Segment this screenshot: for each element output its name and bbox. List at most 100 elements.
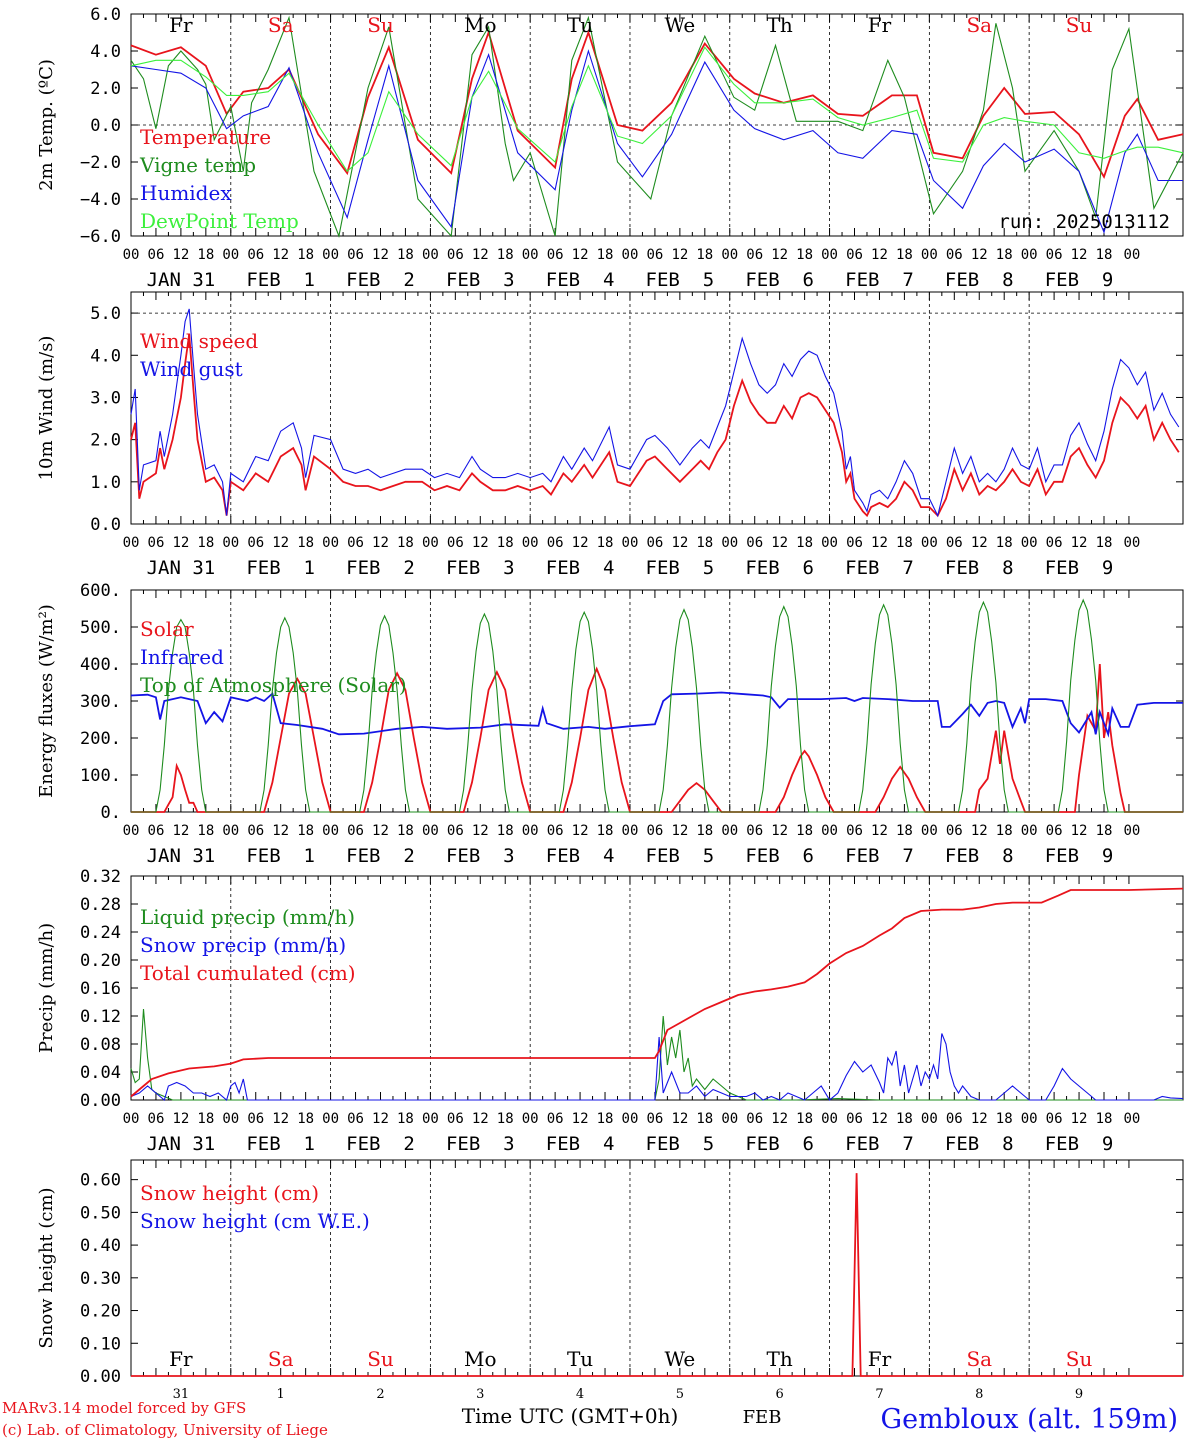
date-label: FEB 9 [1045, 1133, 1114, 1155]
hour-label: 12 [472, 247, 489, 263]
snow-panel: 0.60 0.50 0.40 0.30 0.20 0.10 0.00 Snow height … [36, 1159, 1184, 1402]
hour-label: 06 [148, 823, 165, 839]
date-label: FEB 7 [845, 557, 914, 579]
hour-label: 12 [671, 535, 688, 551]
hour-label: 18 [1096, 1111, 1113, 1127]
date-label: FEB 2 [346, 269, 415, 291]
y-tick-label: 0.40 [80, 1236, 121, 1256]
day-number-label: 8 [975, 1387, 983, 1402]
y-axis-title: Snow height (cm) [36, 1187, 57, 1348]
hour-label: 06 [846, 535, 863, 551]
hour-label: 18 [796, 1111, 813, 1127]
hour-label: 18 [896, 823, 913, 839]
hour-label: 06 [347, 1111, 364, 1127]
date-label: FEB 8 [945, 845, 1014, 867]
date-label: FEB 3 [446, 269, 515, 291]
y-tick-label: −2.0 [80, 153, 121, 173]
y-tick-label: 3.0 [90, 388, 121, 408]
y-tick-label: 0.30 [80, 1269, 121, 1289]
y-tick-label: 100. [80, 766, 121, 786]
hour-label: 18 [896, 1111, 913, 1127]
date-label: FEB 1 [246, 1133, 315, 1155]
legend-entry: Temperature [140, 125, 271, 149]
hour-label: 12 [971, 1111, 988, 1127]
hour-label: 18 [597, 535, 614, 551]
hour-label: 12 [871, 535, 888, 551]
hour-label: 06 [148, 247, 165, 263]
hour-label: 12 [372, 823, 389, 839]
hour-label: 06 [946, 535, 963, 551]
hour-label: 00 [322, 1111, 339, 1127]
hour-label: 12 [172, 247, 189, 263]
hour-label: 00 [622, 1111, 639, 1127]
hour-label: 06 [447, 535, 464, 551]
weekday-label: Th [767, 13, 793, 37]
hour-label: 00 [522, 823, 539, 839]
hour-label: 00 [721, 535, 738, 551]
hour-label: 00 [721, 823, 738, 839]
y-tick-label: 0.60 [80, 1171, 121, 1191]
weekday-label: We [664, 13, 695, 37]
hour-label: 18 [197, 535, 214, 551]
day-number-label: 1 [277, 1387, 285, 1402]
hour-label: 06 [846, 1111, 863, 1127]
day-number-label: 7 [875, 1387, 883, 1402]
hour-label: 18 [996, 823, 1013, 839]
hour-label: 00 [921, 535, 938, 551]
day-number-label: 9 [1075, 1387, 1083, 1402]
weekday-label: Su [1066, 13, 1093, 37]
date-label: FEB 3 [446, 557, 515, 579]
y-tick-label: −6.0 [80, 227, 121, 247]
date-label: FEB 6 [745, 269, 814, 291]
hour-label: 00 [1124, 1111, 1141, 1127]
hour-label: 06 [746, 535, 763, 551]
hour-label: 06 [447, 823, 464, 839]
y-axis-title: 10m Wind (m/s) [36, 336, 57, 481]
snow-precip-mm-h-line [130, 1033, 1184, 1101]
hour-label: 12 [871, 1111, 888, 1127]
hour-label: 18 [297, 823, 314, 839]
date-label: FEB 4 [546, 1133, 615, 1155]
date-label: FEB 3 [446, 1133, 515, 1155]
y-axis-title: Energy fluxes (W/m²) [36, 604, 57, 798]
hour-label: 06 [148, 535, 165, 551]
hour-label: 06 [347, 823, 364, 839]
y-tick-label: 0.12 [80, 1007, 121, 1027]
date-label: JAN 31 [147, 845, 216, 867]
hour-label: 00 [1021, 823, 1038, 839]
hour-label: 18 [497, 1111, 514, 1127]
hour-label: 00 [422, 247, 439, 263]
date-label: FEB 8 [945, 269, 1014, 291]
date-label: FEB 5 [646, 1133, 715, 1155]
hour-label: 06 [846, 823, 863, 839]
y-tick-label: 0.50 [80, 1203, 121, 1223]
hour-label: 06 [946, 1111, 963, 1127]
liquid-precip-mm-h-line [130, 1008, 1183, 1101]
weekday-label: Su [367, 13, 394, 37]
weekday-label: Mo [464, 1347, 497, 1371]
y-tick-label: 4.0 [90, 42, 121, 62]
hour-label: 12 [771, 823, 788, 839]
day-number-label: 5 [676, 1387, 684, 1402]
y-tick-label: −4.0 [80, 190, 121, 210]
legend-entry: Infrared [140, 645, 224, 669]
hour-label: 12 [272, 823, 289, 839]
month-label: FEB [743, 1407, 782, 1428]
hour-label: 06 [247, 247, 264, 263]
y-tick-label: 0.10 [80, 1334, 121, 1354]
hour-label: 06 [1046, 823, 1063, 839]
hour-label: 12 [172, 823, 189, 839]
hour-label: 12 [1071, 535, 1088, 551]
hour-label: 12 [771, 247, 788, 263]
weekday-label: Su [1066, 1347, 1093, 1371]
hour-label: 06 [646, 247, 663, 263]
hour-label: 00 [1124, 823, 1141, 839]
hour-label: 00 [222, 535, 239, 551]
weekday-label: Tu [567, 13, 593, 37]
weekday-label: Fr [169, 13, 193, 37]
hour-label: 06 [547, 1111, 564, 1127]
y-tick-label: 0.08 [80, 1035, 121, 1055]
y-tick-label: 0.28 [80, 895, 121, 915]
hour-label: 12 [572, 535, 589, 551]
station-label: Gembloux (alt. 159m) [881, 1404, 1178, 1435]
